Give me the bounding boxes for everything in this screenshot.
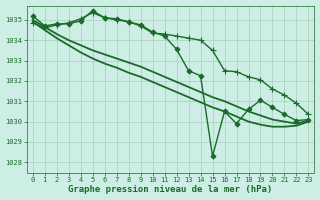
X-axis label: Graphe pression niveau de la mer (hPa): Graphe pression niveau de la mer (hPa) <box>68 185 273 194</box>
